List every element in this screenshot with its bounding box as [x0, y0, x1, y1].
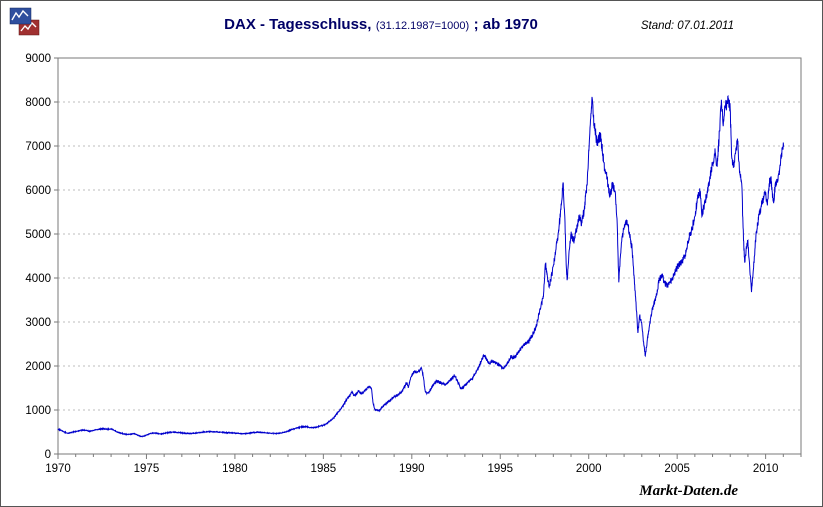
- dax-series-line: [57, 95, 785, 438]
- logo-red-zigzag-icon: [20, 21, 37, 32]
- chart-title: DAX - Tagesschluss, (31.12.1987=1000) ; …: [1, 16, 761, 34]
- y-axis-tick-label: 9000: [25, 53, 51, 65]
- x-axis-tick-label: 2005: [664, 463, 690, 475]
- y-axis-tick-label: 6000: [25, 185, 51, 197]
- y-axis-tick-label: 7000: [25, 141, 51, 153]
- plot-border: [57, 57, 802, 455]
- x-axis-tick-label: 2000: [576, 463, 602, 475]
- y-axis-tick-label: 1000: [25, 405, 51, 417]
- chart-title-sub: (31.12.1987=1000): [375, 20, 470, 32]
- y-axis-tick-label: 3000: [25, 317, 51, 329]
- x-axis-tick-label: 1970: [45, 463, 71, 475]
- y-axis-tick-label: 8000: [25, 97, 51, 109]
- site-logo: [9, 7, 43, 37]
- y-axis-tick-label: 2000: [25, 361, 51, 373]
- chart-title-main: DAX - Tagesschluss,: [224, 16, 372, 33]
- x-axis-tick-label: 2010: [753, 463, 779, 475]
- x-axis-tick-label: 1975: [134, 463, 160, 475]
- y-axis-tick-label: 5000: [25, 229, 51, 241]
- x-axis-tick-label: 1990: [399, 463, 425, 475]
- x-axis-tick-label: 1980: [222, 463, 248, 475]
- x-axis-tick-label: 1995: [487, 463, 513, 475]
- chart-title-suffix: ; ab 1970: [473, 16, 538, 33]
- y-axis-tick-label: 4000: [25, 273, 51, 285]
- watermark: Markt-Daten.de: [639, 483, 738, 499]
- stand-date-label: Stand: 07.01.2011: [640, 20, 734, 32]
- logo-blue-zigzag-icon: [11, 9, 29, 21]
- y-axis-tick-label: 0: [45, 449, 51, 461]
- logo-icon: [9, 7, 40, 36]
- x-axis-tick-label: 1985: [311, 463, 337, 475]
